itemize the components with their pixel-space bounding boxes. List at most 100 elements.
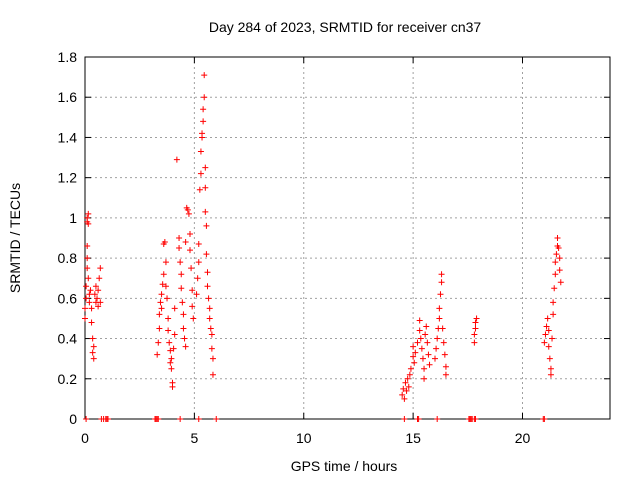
data-point xyxy=(190,315,197,322)
data-point xyxy=(545,343,552,350)
data-point xyxy=(202,208,209,215)
data-point xyxy=(412,349,419,356)
data-point xyxy=(203,251,210,258)
data-point xyxy=(195,241,202,248)
data-point xyxy=(200,118,207,125)
data-point xyxy=(551,285,558,292)
data-point xyxy=(405,383,412,390)
data-point xyxy=(83,295,90,302)
data-point xyxy=(162,283,169,290)
data-point xyxy=(424,339,431,346)
y-tick-label: 1.8 xyxy=(58,49,78,65)
data-point xyxy=(404,375,411,382)
data-point xyxy=(206,315,213,322)
data-point xyxy=(178,285,185,292)
x-tick-label: 20 xyxy=(515,430,531,446)
data-point xyxy=(169,383,176,390)
data-point xyxy=(545,327,552,334)
data-point xyxy=(84,255,91,262)
data-point xyxy=(547,371,554,378)
data-point xyxy=(543,323,550,330)
data-point-zero xyxy=(401,416,408,422)
data-point-zero xyxy=(434,416,441,422)
data-point xyxy=(167,359,174,366)
x-axis-label: GPS time / hours xyxy=(291,458,398,474)
data-point xyxy=(180,311,187,318)
x-tick-label: 10 xyxy=(296,430,312,446)
data-point xyxy=(165,315,172,322)
data-point xyxy=(544,315,551,322)
data-point xyxy=(82,305,88,312)
data-point xyxy=(89,335,96,342)
data-point xyxy=(421,375,428,382)
data-point xyxy=(437,291,444,298)
data-point xyxy=(207,325,214,332)
data-point xyxy=(206,305,213,312)
data-point xyxy=(155,339,162,346)
data-point xyxy=(86,291,93,298)
data-point xyxy=(197,170,204,177)
data-point xyxy=(195,259,202,266)
data-point xyxy=(201,72,208,79)
data-point xyxy=(176,245,183,252)
data-point xyxy=(84,243,91,250)
data-point xyxy=(555,245,562,252)
data-point xyxy=(179,299,186,306)
data-point xyxy=(171,305,178,312)
data-point xyxy=(85,210,92,217)
data-point xyxy=(438,271,445,278)
data-point xyxy=(185,210,192,217)
data-point xyxy=(168,355,175,362)
data-point xyxy=(422,331,429,338)
data-point xyxy=(189,303,196,310)
data-point xyxy=(416,327,423,334)
data-point-zero xyxy=(155,416,162,422)
data-point xyxy=(188,265,195,272)
data-point xyxy=(92,283,99,290)
data-point xyxy=(83,283,90,290)
data-point xyxy=(406,371,413,378)
chart-title: Day 284 of 2023, SRMTID for receiver cn3… xyxy=(209,19,482,35)
data-point xyxy=(187,230,193,237)
data-point xyxy=(166,339,173,346)
data-point xyxy=(410,353,417,360)
data-point xyxy=(157,299,164,306)
data-point xyxy=(552,271,559,278)
data-point xyxy=(550,299,557,306)
data-point xyxy=(85,220,92,227)
data-point xyxy=(181,335,188,342)
data-point xyxy=(86,299,93,306)
data-point xyxy=(471,331,478,338)
data-point xyxy=(418,345,425,352)
data-point xyxy=(194,275,201,282)
data-point xyxy=(550,311,557,318)
y-tick-label: 1.4 xyxy=(58,129,78,145)
data-point xyxy=(556,267,563,274)
data-point xyxy=(177,259,184,266)
data-point xyxy=(202,184,209,191)
x-tick-label: 0 xyxy=(81,430,89,446)
data-point xyxy=(84,265,91,272)
data-point xyxy=(158,291,165,298)
data-point xyxy=(416,317,423,324)
data-point xyxy=(552,259,559,266)
data-point xyxy=(97,299,104,306)
data-point xyxy=(202,164,209,171)
data-point xyxy=(95,287,102,294)
data-point xyxy=(158,305,165,312)
data-point xyxy=(88,305,95,312)
x-tick-label: 5 xyxy=(190,430,198,446)
data-point xyxy=(156,311,163,318)
data-point xyxy=(432,355,438,362)
data-point xyxy=(401,395,408,402)
data-point xyxy=(439,325,446,332)
y-tick-label: 0.8 xyxy=(58,250,78,266)
data-point xyxy=(184,206,191,213)
grid xyxy=(85,57,610,419)
data-point xyxy=(434,335,441,342)
y-axis-label: SRMTID / TECUs xyxy=(7,183,23,293)
y-tick-label: 0.6 xyxy=(58,290,78,306)
data-point xyxy=(542,331,549,338)
y-tick-label: 0 xyxy=(69,411,77,427)
